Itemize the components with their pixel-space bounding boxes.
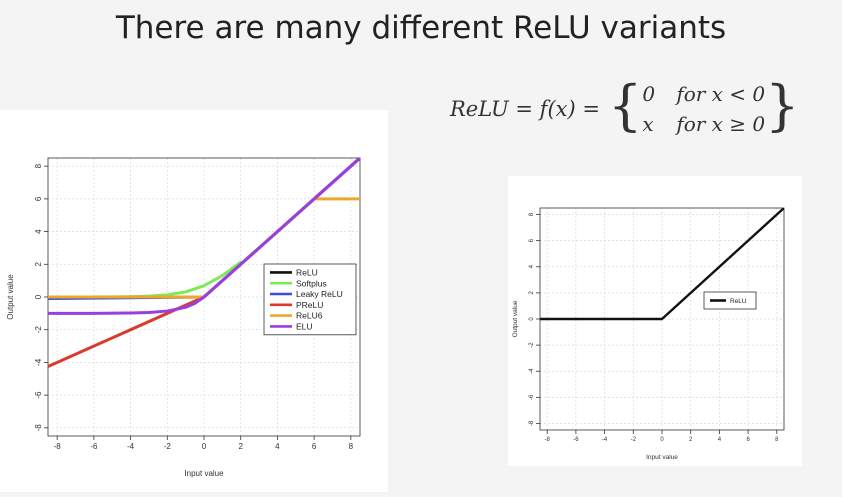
x-tick-label: 0	[202, 442, 207, 451]
y-tick-label: 4	[529, 264, 535, 268]
formula-case-positive: x for x ≥ 0	[642, 109, 765, 139]
relu-chart-panel: -8 -6 -4 -2 0 2 4 6 8 -8 -6 -4 -2 0 2 4 6 8 Input value Out…	[508, 176, 802, 466]
y-tick-label: -8	[529, 420, 535, 426]
x-tick-label: -8	[54, 442, 62, 451]
formula-case-value: 0	[642, 82, 656, 106]
formula-lhs: ReLU = f(x) =	[450, 97, 600, 121]
y-tick-label: 2	[34, 262, 43, 267]
legend-box	[263, 263, 357, 336]
x-tick-label: 4	[718, 437, 722, 443]
y-tick-label: 6	[529, 238, 535, 242]
y-tick-label: -4	[34, 358, 43, 366]
x-tick-label: 8	[349, 442, 354, 451]
y-tick-label: 8	[529, 212, 535, 216]
formula-case-value: x	[642, 112, 654, 136]
legend-label: Softplus	[296, 278, 327, 288]
y-tick-label: -6	[529, 394, 535, 400]
x-tick-label: 0	[660, 437, 664, 443]
series-line-elu	[48, 158, 360, 315]
legend-label: Leaky ReLU	[296, 289, 343, 299]
legend-label: ReLU6	[296, 311, 323, 321]
y-tick-label: -2	[529, 342, 535, 348]
series-line-relu	[540, 208, 784, 321]
x-axis-label: Input value	[646, 454, 678, 461]
relu-chart: -8 -6 -4 -2 0 2 4 6 8 -8 -6 -4 -2 0 2 4 6 8 Input value Out…	[512, 207, 785, 461]
formula-cases: 0 for x < 0 x for x ≥ 0	[642, 79, 765, 139]
x-tick-label: 8	[775, 437, 779, 443]
y-axis-label: Output value	[6, 274, 15, 320]
x-tick-label: -4	[127, 442, 135, 451]
x-tick-label: 2	[238, 442, 243, 451]
slide-title: There are many different ReLU variants	[115, 10, 727, 46]
x-tick-label: -4	[602, 437, 608, 443]
y-tick-label: 4	[34, 229, 43, 234]
legend-box	[703, 291, 757, 310]
y-tick-label: -2	[34, 326, 43, 334]
formula-case-condition: for x ≥ 0	[676, 112, 766, 136]
x-axis-label: Input value	[184, 469, 224, 478]
x-tick-label: -2	[164, 442, 172, 451]
formula-close-brace: }	[765, 74, 800, 137]
formula-open-brace: {	[607, 74, 643, 137]
x-tick-label: 4	[275, 442, 280, 451]
relu-variants-chart: -8 -6 -4 -2 0 2 4 6 8 -8 -6 -4 -2 0 2 4 6 8 Input value Out…	[6, 157, 361, 478]
formula-case-negative: 0 for x < 0	[642, 79, 765, 109]
y-tick-label: 6	[34, 196, 43, 201]
y-tick-label: -8	[34, 424, 43, 432]
relu-variants-chart-panel: -8 -6 -4 -2 0 2 4 6 8 -8 -6 -4 -2 0 2 4 6 8 Input value Out…	[0, 110, 388, 492]
x-tick-label: 6	[746, 437, 750, 443]
x-tick-label: -8	[545, 437, 551, 443]
y-tick-label: 8	[34, 163, 43, 168]
x-tick-label: 6	[312, 442, 317, 451]
x-tick-label: 2	[689, 437, 693, 443]
y-tick-label: 0	[529, 317, 535, 321]
legend-label: ELU	[296, 321, 313, 331]
legend-label: ReLU	[296, 267, 318, 277]
y-axis-label: Output value	[512, 300, 519, 337]
formula-case-condition: for x < 0	[676, 82, 766, 106]
y-tick-label: 0	[34, 294, 43, 299]
x-tick-label: -6	[90, 442, 98, 451]
x-tick-label: -6	[573, 437, 579, 443]
y-tick-label: -4	[529, 368, 535, 374]
legend-label: PReLU	[296, 300, 323, 310]
legend-label: ReLU	[730, 298, 747, 305]
y-tick-label: 2	[529, 291, 535, 295]
relu-formula: ReLU = f(x) = { 0 for x < 0 x for x ≥ 0 }	[450, 78, 800, 140]
y-tick-label: -6	[34, 391, 43, 399]
x-tick-label: -2	[631, 437, 637, 443]
